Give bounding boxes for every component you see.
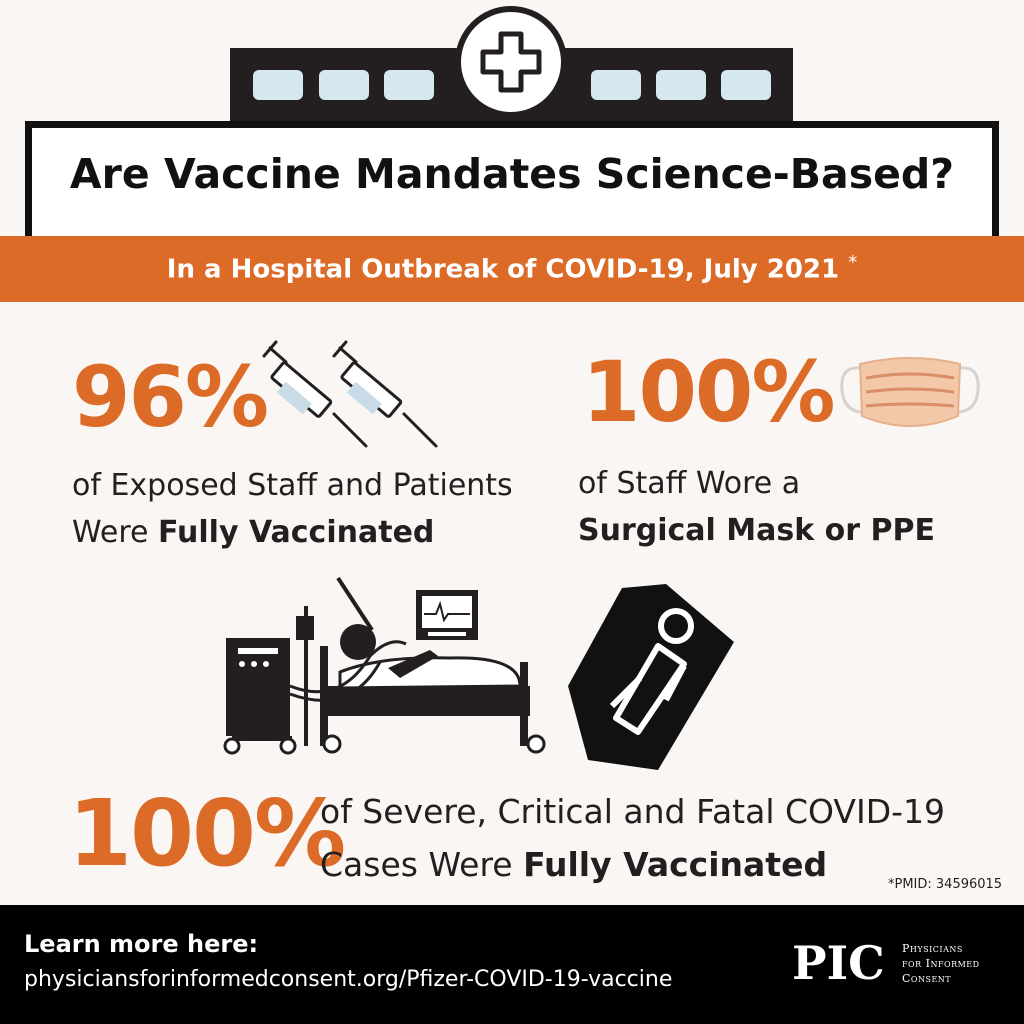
subtitle-footnote-mark: *: [848, 252, 858, 273]
window-icon: [384, 70, 434, 100]
organization-name-line: Physicians: [902, 942, 963, 955]
window-icon: [253, 70, 303, 100]
organization-name: Physicians for Informed Consent: [902, 941, 980, 986]
stat-description-line: Were Fully Vaccinated: [72, 509, 513, 556]
stat-value: 96%: [72, 348, 269, 446]
stat-description-plain: Were: [72, 515, 159, 550]
medical-cross-icon: [455, 6, 567, 118]
stat-description-bold: Surgical Mask or PPE: [578, 513, 935, 548]
window-icon: [591, 70, 641, 100]
stat-description: of Exposed Staff and Patients Were Fully…: [72, 462, 513, 556]
learn-more-link[interactable]: physiciansforinformedconsent.org/Pfizer-…: [24, 967, 673, 992]
stat-description-bold: Fully Vaccinated: [523, 845, 828, 884]
window-icon: [721, 70, 771, 100]
hospital-bed-icon: [220, 576, 550, 760]
organization-name-line: Consent: [902, 972, 952, 985]
learn-more-label: Learn more here:: [24, 930, 259, 958]
stat-description-line: of Severe, Critical and Fatal COVID-19: [320, 792, 946, 831]
footer: [0, 905, 1024, 1024]
stat-description-line: Surgical Mask or PPE: [578, 507, 935, 554]
surgical-mask-icon: [838, 346, 983, 440]
stat-description: of Staff Wore a Surgical Mask or PPE: [578, 460, 935, 554]
subtitle-banner: [0, 236, 1024, 302]
stat-value: 100%: [68, 780, 346, 887]
syringe-icon: [262, 340, 442, 454]
stat-description-line: of Exposed Staff and Patients: [72, 468, 513, 503]
stat-value: 100%: [582, 343, 836, 441]
stat-description-line: of Staff Wore a: [578, 466, 801, 501]
coffin-icon: [566, 582, 736, 776]
organization-name-line: for Informed: [902, 957, 980, 970]
stat-description-plain: Cases Were: [320, 845, 524, 884]
pic-logo: PIC: [792, 936, 885, 990]
page-title: Are Vaccine Mandates Science-Based?: [69, 150, 955, 198]
title-box: [25, 121, 999, 237]
stat-description: of Severe, Critical and Fatal COVID-19 C…: [320, 785, 945, 891]
stat-description-line: Cases Were Fully Vaccinated: [320, 838, 945, 891]
footnote: *PMID: 34596015: [888, 877, 1003, 892]
subtitle-text: In a Hospital Outbreak of COVID-19, July…: [166, 254, 840, 285]
stat-description-bold: Fully Vaccinated: [158, 515, 435, 550]
subtitle: In a Hospital Outbreak of COVID-19, July…: [0, 252, 1024, 285]
window-icon: [656, 70, 706, 100]
window-icon: [319, 70, 369, 100]
